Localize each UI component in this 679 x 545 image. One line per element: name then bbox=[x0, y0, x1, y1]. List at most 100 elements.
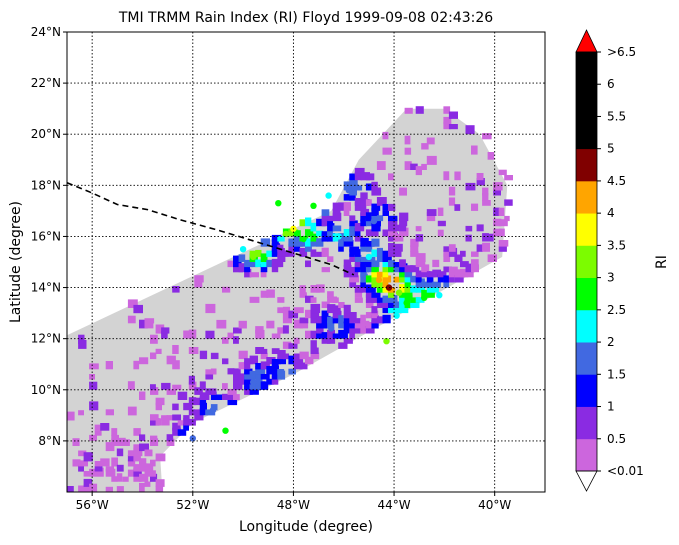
storm-track bbox=[67, 182, 355, 276]
rain-pixel bbox=[172, 403, 179, 411]
rain-pixel bbox=[471, 264, 479, 273]
colorbar-segment bbox=[576, 342, 597, 375]
chart-title: TMI TRMM Rain Index (RI) Floyd 1999-09-0… bbox=[118, 10, 493, 26]
rain-pixel bbox=[382, 254, 392, 262]
rain-pixel bbox=[443, 266, 452, 273]
rain-pixel bbox=[399, 276, 409, 283]
rain-pixel bbox=[354, 202, 362, 211]
rain-pixel bbox=[388, 305, 396, 314]
rain-pixel bbox=[493, 182, 503, 191]
rain-pixel bbox=[249, 272, 259, 278]
rain-pixel bbox=[487, 152, 495, 160]
rain-pixel bbox=[404, 147, 412, 155]
rain-pixel bbox=[338, 240, 347, 247]
colorbar-over-arrow bbox=[575, 29, 598, 53]
rain-pixel bbox=[150, 435, 158, 441]
rain-pixel bbox=[343, 235, 353, 242]
rain-pixel bbox=[376, 316, 385, 324]
rain-pixel bbox=[382, 259, 390, 268]
rain-pixel bbox=[382, 299, 392, 308]
rain-pixel bbox=[282, 317, 292, 324]
rain-pixel bbox=[443, 253, 451, 262]
rain-pixel bbox=[399, 212, 409, 222]
rain-pixel bbox=[482, 193, 489, 201]
rain-pixel bbox=[78, 464, 84, 472]
colorbar: <0.01 0.5 1 1.5 2 2.5 3 3.5 4 4.5 5 5.5 6 >6.5 bbox=[575, 29, 644, 492]
rain-pixel bbox=[177, 429, 187, 436]
rain-pixel bbox=[161, 382, 171, 390]
rain-pixel bbox=[360, 172, 370, 181]
rain-pixel bbox=[238, 373, 247, 380]
rain-core bbox=[393, 312, 400, 319]
rain-pixel bbox=[388, 229, 397, 237]
rain-pixel bbox=[144, 449, 153, 457]
rain-pixel bbox=[388, 290, 395, 298]
rain-pixel bbox=[382, 210, 389, 216]
rain-pixel bbox=[183, 402, 193, 411]
rain-pixel bbox=[360, 282, 366, 288]
rain-pixel bbox=[454, 254, 463, 262]
rain-pixel bbox=[271, 359, 281, 365]
rain-pixel bbox=[305, 309, 312, 319]
rain-pixel bbox=[227, 394, 234, 400]
rain-pixel bbox=[360, 237, 369, 247]
rain-pixel bbox=[222, 337, 229, 344]
rain-pixel bbox=[166, 434, 174, 441]
rain-pixel bbox=[365, 265, 375, 273]
rain-pixel bbox=[443, 275, 452, 283]
rain-pixel bbox=[321, 267, 330, 273]
colorbar-segment bbox=[576, 245, 597, 279]
rain-pixel bbox=[360, 219, 367, 227]
rain-pixel bbox=[354, 172, 363, 181]
rain-pixel bbox=[199, 350, 208, 360]
rain-pixel bbox=[288, 355, 297, 365]
rain-pixel bbox=[127, 406, 137, 416]
rain-pixel bbox=[338, 233, 348, 242]
rain-pixel bbox=[321, 215, 329, 222]
rain-pixel bbox=[310, 310, 320, 319]
rain-pixel bbox=[332, 316, 340, 324]
rain-pixel bbox=[454, 204, 461, 211]
rain-pixel bbox=[155, 324, 165, 334]
rain-pixel bbox=[365, 199, 372, 206]
rain-pixel bbox=[349, 278, 357, 288]
rain-pixel bbox=[150, 352, 157, 360]
rain-pixel bbox=[139, 443, 149, 452]
rain-pixel bbox=[127, 299, 138, 308]
rain-pixel bbox=[399, 270, 408, 278]
rain-pixel bbox=[393, 234, 404, 242]
rain-pixel bbox=[150, 470, 156, 477]
rain-pixel bbox=[365, 299, 374, 308]
colorbar-tick-label: <0.01 bbox=[607, 464, 644, 478]
rain-pixel bbox=[327, 291, 334, 298]
rain-pixel bbox=[288, 343, 298, 349]
colorbar-tick-label: 0.5 bbox=[607, 432, 626, 446]
rain-pixel bbox=[271, 348, 280, 354]
rain-pixel bbox=[305, 330, 312, 339]
rain-pixel bbox=[404, 275, 411, 283]
rain-pixel bbox=[188, 409, 195, 416]
rain-pixel bbox=[150, 387, 159, 395]
rain-pixel bbox=[360, 273, 368, 283]
rain-core bbox=[436, 292, 443, 299]
rain-pixel bbox=[343, 259, 352, 268]
rain-pixel bbox=[365, 218, 372, 227]
rain-pixel bbox=[388, 260, 395, 268]
rain-pixel bbox=[150, 473, 158, 482]
rain-pixel bbox=[310, 315, 319, 324]
rain-pixel bbox=[415, 253, 426, 262]
rain-pixel bbox=[365, 183, 373, 191]
rain-pixel bbox=[343, 268, 351, 278]
rain-pixel bbox=[155, 479, 165, 487]
rain-pixel bbox=[376, 271, 383, 278]
rain-pixel bbox=[78, 460, 88, 467]
rain-pixel bbox=[321, 336, 331, 344]
rain-pixel bbox=[89, 468, 96, 477]
rain-pixel bbox=[116, 464, 124, 472]
y-tick-label: 16°N bbox=[31, 229, 61, 243]
rain-pixel bbox=[371, 267, 379, 273]
colorbar-tick-label: 1.5 bbox=[607, 367, 626, 381]
rain-pixel bbox=[255, 381, 266, 390]
rain-pixel bbox=[332, 225, 342, 232]
rain-pixel bbox=[238, 254, 246, 262]
